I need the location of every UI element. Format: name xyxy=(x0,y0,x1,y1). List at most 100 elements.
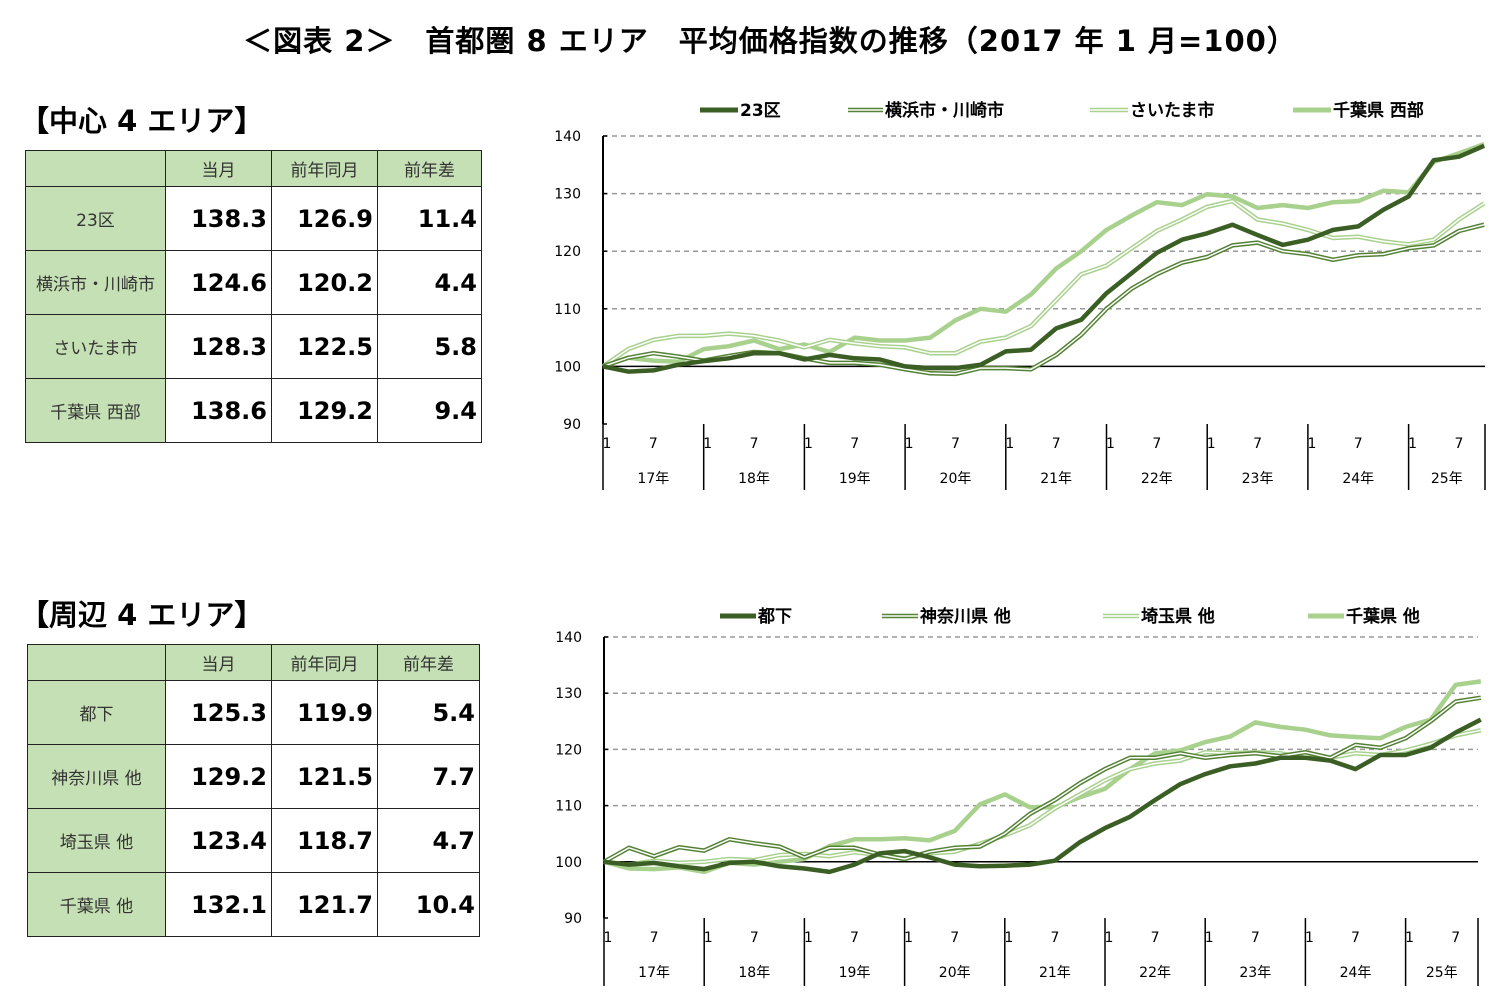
diff-value: 5.8 xyxy=(377,314,482,379)
series-line-inner xyxy=(603,696,1481,863)
header-blank xyxy=(25,150,166,187)
diff-value: 4.4 xyxy=(377,250,482,315)
area-label: 都下 xyxy=(27,680,166,745)
month-tick-label: 1 xyxy=(704,930,713,946)
current-value: 128.3 xyxy=(165,314,272,379)
month-tick-label: 1 xyxy=(1408,436,1417,452)
month-tick-label: 1 xyxy=(1106,436,1115,452)
year-label: 23年 xyxy=(1239,965,1271,981)
year-label: 19年 xyxy=(839,965,871,981)
legend-item: 千葉県 他 xyxy=(1308,606,1420,627)
month-tick-label: 7 xyxy=(750,436,759,452)
month-tick-label: 1 xyxy=(1105,930,1114,946)
series-line xyxy=(603,679,1482,875)
legend-item: 都下 xyxy=(720,606,792,627)
table-row: 23区 138.3 126.9 11.4 xyxy=(25,186,482,251)
y-tick-label: 100 xyxy=(555,855,582,871)
legend-item: 埼玉県 他 xyxy=(1103,606,1215,627)
year-label: 23年 xyxy=(1242,471,1274,487)
y-tick-label: 110 xyxy=(554,302,581,318)
legend-item: 横浜市・川崎市 xyxy=(848,100,1004,121)
prev-year-value: 120.2 xyxy=(271,250,378,315)
area-label: 千葉県 西部 xyxy=(25,378,166,443)
month-tick-label: 7 xyxy=(951,436,960,452)
series-神奈川県 他 xyxy=(602,695,1482,864)
series-line xyxy=(602,222,1485,377)
month-tick-label: 1 xyxy=(1004,930,1013,946)
month-tick-label: 7 xyxy=(1354,436,1363,452)
month-tick-label: 1 xyxy=(1005,436,1014,452)
table-header-row: 当月 前年同月 前年差 xyxy=(27,644,480,681)
diff-value: 4.7 xyxy=(377,808,480,873)
series-千葉県 他 xyxy=(603,679,1482,875)
month-tick-label: 1 xyxy=(905,436,914,452)
year-label: 17年 xyxy=(637,471,669,487)
legend-label: 千葉県 他 xyxy=(1346,606,1420,627)
series-line-inner xyxy=(602,200,1485,368)
month-tick-label: 1 xyxy=(603,436,612,452)
table-row: 神奈川県 他 129.2 121.5 7.7 xyxy=(27,744,480,809)
series-都下 xyxy=(603,717,1482,875)
year-label: 22年 xyxy=(1139,965,1171,981)
legend-label: 神奈川県 他 xyxy=(920,606,1011,627)
legend-item: 23区 xyxy=(700,101,781,121)
y-tick-label: 140 xyxy=(555,630,582,646)
year-label: 25年 xyxy=(1431,471,1463,487)
area-label: 神奈川県 他 xyxy=(27,744,166,809)
legend-label: さいたま市 xyxy=(1130,100,1215,121)
y-tick-label: 90 xyxy=(563,417,581,433)
month-tick-label: 7 xyxy=(750,930,759,946)
month-tick-label: 1 xyxy=(904,930,913,946)
month-tick-label: 7 xyxy=(650,930,659,946)
month-tick-label: 7 xyxy=(1052,436,1061,452)
month-tick-label: 7 xyxy=(1454,436,1463,452)
area-label: 埼玉県 他 xyxy=(27,808,166,873)
month-tick-label: 7 xyxy=(1351,930,1360,946)
year-label: 21年 xyxy=(1040,471,1072,487)
month-tick-label: 1 xyxy=(1405,930,1414,946)
table-row: 千葉県 西部 138.6 129.2 9.4 xyxy=(25,378,482,443)
year-label: 18年 xyxy=(738,471,770,487)
legend-label: 埼玉県 他 xyxy=(1141,606,1215,627)
table-row: 都下 125.3 119.9 5.4 xyxy=(27,680,480,745)
top-summary-table: 当月 前年同月 前年差 23区 138.3 126.9 11.4 横浜市・川崎市… xyxy=(25,150,482,443)
y-tick-label: 120 xyxy=(555,742,582,758)
table-row: 千葉県 他 132.1 121.7 10.4 xyxy=(27,872,480,937)
series-line xyxy=(602,141,1485,369)
series-line xyxy=(602,143,1485,374)
month-tick-label: 7 xyxy=(1251,930,1260,946)
current-value: 132.1 xyxy=(165,872,272,937)
y-tick-label: 120 xyxy=(554,244,581,260)
month-tick-label: 1 xyxy=(1305,930,1314,946)
area-label: さいたま市 xyxy=(25,314,166,379)
area-label: 千葉県 他 xyxy=(27,872,166,937)
current-value: 138.3 xyxy=(165,186,272,251)
year-label: 19年 xyxy=(839,471,871,487)
legend-item: 神奈川県 他 xyxy=(882,606,1011,627)
year-label: 25年 xyxy=(1426,965,1458,981)
series-さいたま市 xyxy=(601,198,1486,369)
month-tick-label: 1 xyxy=(804,930,813,946)
month-tick-label: 7 xyxy=(1451,930,1460,946)
year-label: 20年 xyxy=(939,965,971,981)
month-tick-label: 7 xyxy=(850,436,859,452)
header-current: 当月 xyxy=(165,150,272,187)
diff-value: 7.7 xyxy=(377,744,480,809)
chart-1: 90 100 110 120 130 140 1 7 17年 1 7 18年 1 7 19年 1 7 20年 1 7 2… xyxy=(554,100,1486,490)
table-row: 横浜市・川崎市 124.6 120.2 4.4 xyxy=(25,250,482,315)
legend-item: 千葉県 西部 xyxy=(1293,100,1424,121)
page-title: ＜図表 2＞ 首都圏 8 エリア 平均価格指数の推移（2017 年 1 月=10… xyxy=(243,24,1297,58)
bottom-summary-table: 当月 前年同月 前年差 都下 125.3 119.9 5.4 神奈川県 他 12… xyxy=(27,644,480,937)
year-label: 20年 xyxy=(940,471,972,487)
current-value: 138.6 xyxy=(165,378,272,443)
legend-label: 千葉県 西部 xyxy=(1333,100,1424,121)
month-tick-label: 7 xyxy=(1253,436,1262,452)
month-tick-label: 1 xyxy=(804,436,813,452)
series-line xyxy=(602,695,1482,864)
y-tick-label: 110 xyxy=(555,799,582,815)
series-横浜市・川崎市 xyxy=(602,222,1485,377)
legend-label: 横浜市・川崎市 xyxy=(885,100,1004,121)
area-label: 23区 xyxy=(25,186,166,251)
header-diff: 前年差 xyxy=(377,150,482,187)
